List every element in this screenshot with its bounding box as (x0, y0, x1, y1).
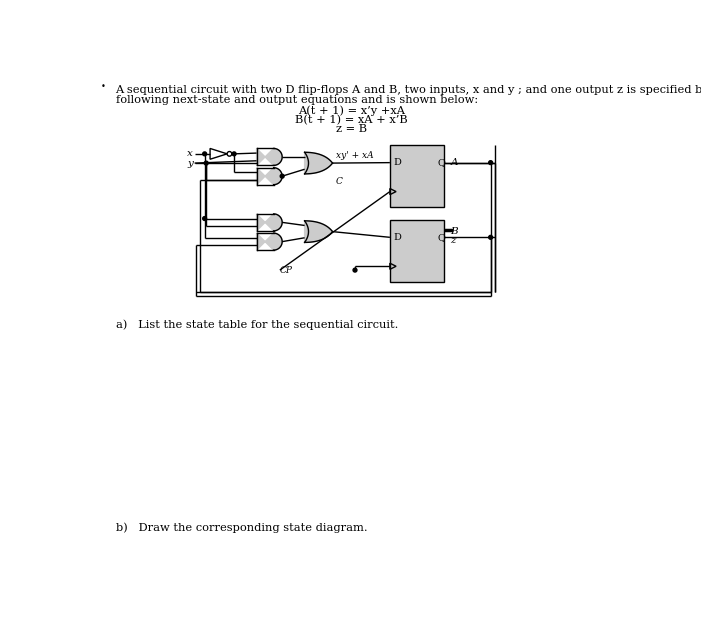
Circle shape (204, 161, 208, 165)
Circle shape (203, 152, 207, 156)
Circle shape (489, 160, 493, 165)
Circle shape (232, 152, 236, 156)
Text: Q: Q (438, 158, 446, 167)
Text: following next-state and output equations and is shown below:: following next-state and output equation… (116, 94, 477, 105)
Circle shape (353, 268, 357, 272)
Polygon shape (305, 152, 332, 174)
Text: C: C (336, 177, 343, 186)
Text: A: A (450, 158, 458, 167)
Text: b)   Draw the corresponding state diagram.: b) Draw the corresponding state diagram. (116, 522, 367, 533)
Text: y: y (187, 158, 193, 167)
Polygon shape (257, 233, 282, 250)
Text: A(t + 1) = x’y +xA: A(t + 1) = x’y +xA (298, 105, 404, 116)
Polygon shape (305, 221, 332, 242)
Text: a)   List the state table for the sequential circuit.: a) List the state table for the sequenti… (116, 320, 398, 330)
Text: z = B: z = B (336, 124, 367, 134)
Text: B: B (450, 227, 458, 236)
Text: •: • (101, 82, 106, 91)
Circle shape (203, 217, 207, 221)
Text: z: z (450, 236, 456, 245)
Polygon shape (257, 214, 282, 231)
Circle shape (489, 235, 493, 239)
Polygon shape (257, 168, 282, 184)
Text: A sequential circuit with two D flip-flops A and B, two inputs, x and y ; and on: A sequential circuit with two D flip-flo… (116, 86, 701, 95)
Text: CP: CP (280, 266, 293, 275)
Text: B(t + 1) = xA + x’B: B(t + 1) = xA + x’B (294, 115, 407, 125)
Text: Q: Q (438, 233, 446, 242)
Text: x: x (187, 150, 193, 158)
Text: D: D (394, 158, 402, 167)
Text: xy' + xA: xy' + xA (336, 151, 373, 160)
Circle shape (280, 174, 284, 178)
Bar (390, 145, 444, 207)
Text: D: D (394, 233, 402, 242)
Polygon shape (257, 148, 282, 165)
Bar (390, 220, 444, 281)
